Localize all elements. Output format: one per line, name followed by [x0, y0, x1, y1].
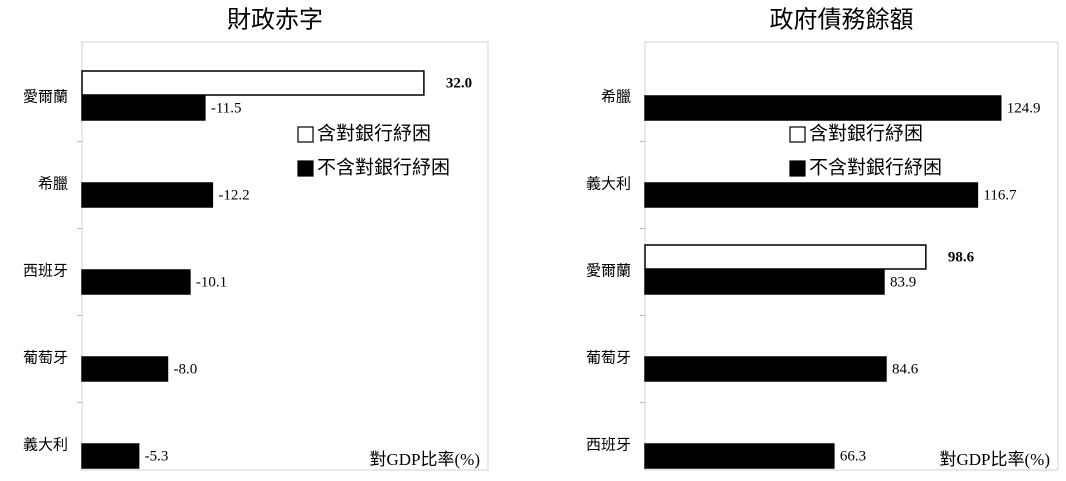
bar: [81, 70, 425, 96]
annotation: 對GDP比率(%): [940, 450, 1051, 469]
y-tick-label: 西班牙: [586, 436, 631, 453]
y-tick-label: 愛爾蘭: [23, 88, 68, 105]
y-tick-label: 葡萄牙: [23, 349, 68, 366]
annotation: 對GDP比率(%): [370, 450, 481, 469]
legend-swatch: [789, 126, 806, 143]
bar: [81, 95, 206, 121]
data-label: 32.0: [446, 75, 472, 91]
legend-swatch: [297, 126, 314, 143]
legend-label: 不含對銀行紓困: [317, 156, 450, 178]
bar: [644, 269, 885, 295]
data-label: 84.6: [892, 361, 919, 377]
bar: [644, 443, 835, 469]
legend-swatch: [789, 160, 806, 177]
data-label: 124.9: [1007, 100, 1041, 116]
bar: [81, 182, 214, 208]
bar: [644, 356, 887, 382]
bar: [644, 244, 927, 270]
bar: [644, 182, 979, 208]
bar: [644, 95, 1002, 121]
data-label: 98.6: [948, 249, 975, 265]
y-tick-label: 希臘: [38, 175, 68, 192]
y-tick-label: 希臘: [601, 88, 631, 105]
legend-label: 含對銀行紓困: [809, 122, 923, 144]
bar: [81, 443, 140, 469]
data-label: 116.7: [983, 187, 1017, 203]
data-label: -5.3: [145, 448, 169, 464]
y-tick-label: 葡萄牙: [586, 349, 631, 366]
chart-title: 政府債務餘額: [770, 7, 914, 34]
y-tick-label: 西班牙: [23, 262, 68, 279]
data-label: -12.2: [218, 187, 249, 203]
y-tick-label: 義大利: [586, 175, 631, 192]
y-tick-label: 愛爾蘭: [586, 262, 631, 279]
bar: [81, 356, 169, 382]
data-label: -11.5: [211, 100, 242, 116]
data-label: -10.1: [196, 274, 227, 290]
y-tick-label: 義大利: [23, 436, 68, 453]
data-label: -8.0: [173, 361, 197, 377]
legend-swatch: [297, 160, 314, 177]
legend-label: 含對銀行紓困: [317, 122, 431, 144]
chart-title: 財政赤字: [227, 7, 323, 34]
data-label: 66.3: [840, 448, 866, 464]
legend-label: 不含對銀行紓困: [809, 156, 942, 178]
bar: [81, 269, 191, 295]
data-label: 83.9: [890, 274, 916, 290]
